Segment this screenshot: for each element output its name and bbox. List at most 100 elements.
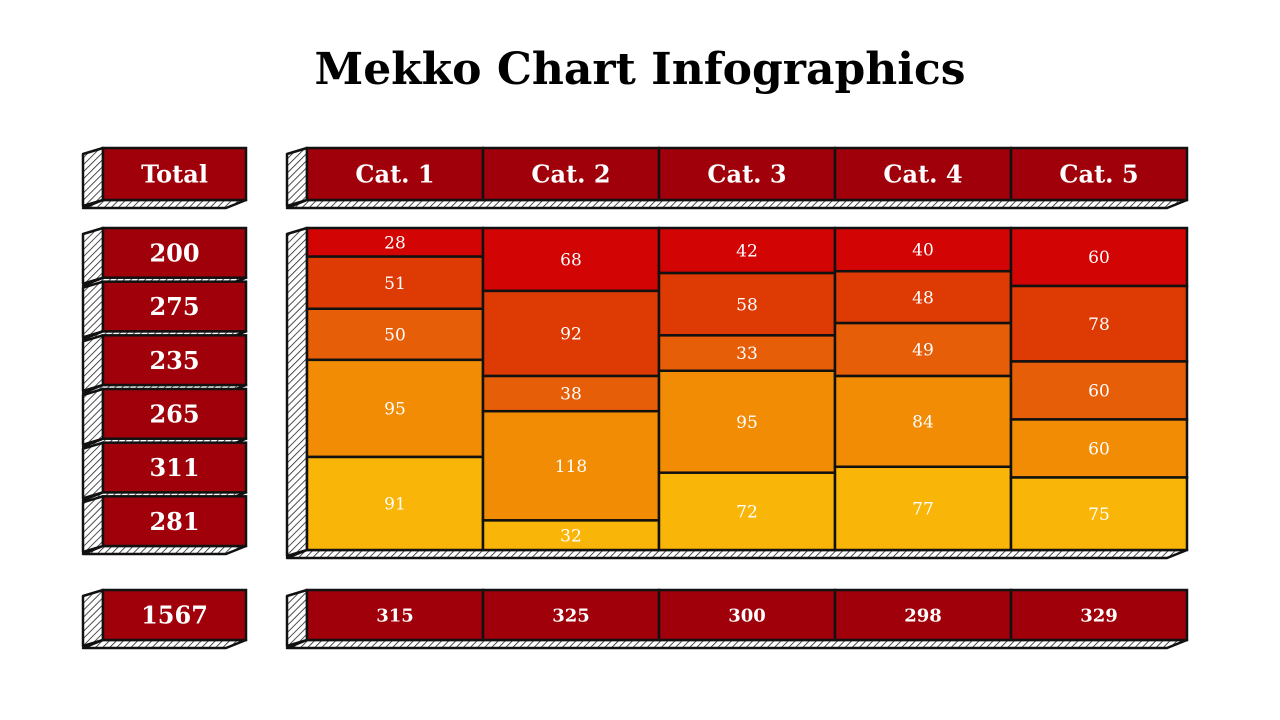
segment-c3-s5-label: 72	[736, 502, 758, 522]
segment-c4-s2: 48	[833, 269, 1013, 325]
segment-c2-s1-rect	[481, 226, 661, 293]
category-header-slab-side	[285, 146, 309, 208]
segment-c5-s3-label: 60	[1088, 382, 1110, 402]
segment-c5-s5-label: 75	[1088, 505, 1110, 525]
row-total-slab-4-side	[81, 387, 105, 446]
total-header-slab-side	[81, 146, 105, 208]
segment-c1-s2-rect	[305, 255, 485, 311]
grand-total-rect	[101, 588, 248, 642]
column-total-5-label: 329	[1080, 605, 1118, 626]
column-total-2-label: 325	[552, 605, 590, 626]
segment-c5-s3: 60	[1009, 360, 1189, 421]
row-total-2-label: 275	[149, 292, 199, 321]
category-header-2: Cat. 2	[481, 146, 661, 202]
row-total-6-rect	[101, 495, 248, 548]
segment-c1-s3: 50	[305, 307, 485, 362]
segment-c2-s4: 118	[481, 409, 661, 522]
total-header-rect	[101, 146, 248, 202]
segment-c1-s2-label: 51	[384, 274, 406, 294]
column-total-2: 325	[481, 588, 661, 642]
column-total-4: 298	[833, 588, 1013, 642]
category-header-4: Cat. 4	[833, 146, 1013, 202]
segment-c2-s3: 38	[481, 374, 661, 413]
row-total-4: 265	[101, 387, 248, 440]
body-slab	[285, 226, 1189, 560]
total-header-label: Total	[141, 160, 208, 189]
segment-c2-s3-label: 38	[560, 385, 582, 405]
row-total-2-rect	[101, 280, 248, 333]
grand-total: 1567	[101, 588, 248, 642]
segment-c3-s3: 33	[657, 334, 837, 373]
body-slab-side	[285, 226, 309, 558]
segment-c1-s4-label: 95	[384, 400, 406, 420]
row-total-slab-1-side	[81, 226, 105, 285]
row-total-4-label: 265	[149, 399, 199, 428]
segment-c3-s2: 58	[657, 271, 837, 337]
segment-c2-s1: 68	[481, 226, 661, 293]
segment-c5-s5: 75	[1009, 476, 1189, 552]
category-header-5-rect	[1009, 146, 1189, 202]
segment-c4-s4: 84	[833, 374, 1013, 469]
segment-c4-s1-label: 40	[912, 241, 934, 261]
segment-c2-s4-label: 118	[555, 457, 587, 477]
segment-c2-s1-label: 68	[560, 251, 582, 271]
segment-c5-s1-label: 60	[1088, 248, 1110, 268]
segment-c5-s5-rect	[1009, 476, 1189, 552]
category-header-1-rect	[305, 146, 485, 202]
category-header-4-label: Cat. 4	[883, 160, 962, 189]
segment-c2-s2-rect	[481, 289, 661, 378]
total-header: Total	[101, 146, 248, 202]
segment-c1-s1-label: 28	[384, 233, 406, 253]
row-total-3-rect	[101, 334, 248, 387]
segment-c4-s3: 49	[833, 321, 1013, 378]
page-title: Mekko Chart Infographics	[314, 44, 966, 95]
segment-c2-s5-rect	[481, 519, 661, 552]
category-header-1: Cat. 1	[305, 146, 485, 202]
row-total-slab-6-side	[81, 495, 105, 554]
segment-c1-s3-rect	[305, 307, 485, 362]
column-total-1-label: 315	[376, 605, 414, 626]
segment-c5-s2-rect	[1009, 284, 1189, 363]
category-header-3-rect	[657, 146, 837, 202]
segment-c5-s4-label: 60	[1088, 440, 1110, 460]
marks-layer: Total Cat. 1 Cat. 2 Cat. 3 Cat. 4 Cat. 5 200 27…	[101, 146, 1189, 642]
segment-c3-s1-label: 42	[736, 242, 758, 262]
segment-c3-s4-label: 95	[736, 413, 758, 433]
segment-c5-s2-label: 78	[1088, 315, 1110, 335]
segment-c1-s4-rect	[305, 358, 485, 459]
category-header-5-label: Cat. 5	[1059, 160, 1138, 189]
segment-c1-s5-label: 91	[384, 495, 406, 515]
column-total-1-rect	[305, 588, 485, 642]
row-total-slab-2-side	[81, 280, 105, 339]
segment-c1-s5: 91	[305, 455, 485, 552]
segment-c1-s4: 95	[305, 358, 485, 459]
column-total-3: 300	[657, 588, 837, 642]
segment-c2-s5: 32	[481, 519, 661, 552]
segment-c1-s1: 28	[305, 226, 485, 258]
segment-c4-s2-label: 48	[912, 288, 934, 308]
column-total-5-rect	[1009, 588, 1189, 642]
segment-c5-s4-rect	[1009, 418, 1189, 479]
column-total-slab-side	[285, 588, 309, 648]
grand-total-slab-side	[81, 588, 105, 648]
column-total-4-rect	[833, 588, 1013, 642]
row-total-slab-3-side	[81, 334, 105, 393]
column-total-5: 329	[1009, 588, 1189, 642]
row-total-3: 235	[101, 334, 248, 387]
category-header-3-label: Cat. 3	[707, 160, 786, 189]
segment-c3-s3-label: 33	[736, 344, 758, 364]
segment-c1-s5-rect	[305, 455, 485, 552]
segment-c3-s1-rect	[657, 226, 837, 275]
row-total-3-label: 235	[149, 346, 199, 375]
segment-c4-s1: 40	[833, 226, 1013, 273]
segment-c4-s4-label: 84	[912, 413, 934, 433]
segment-c3-s5: 72	[657, 471, 837, 552]
row-total-slab-5-side	[81, 441, 105, 500]
segment-c3-s2-label: 58	[736, 295, 758, 315]
segment-c5-s2: 78	[1009, 284, 1189, 363]
category-header-3: Cat. 3	[657, 146, 837, 202]
segment-c3-s2-rect	[657, 271, 837, 337]
category-header-4-rect	[833, 146, 1013, 202]
category-header-2-rect	[481, 146, 661, 202]
